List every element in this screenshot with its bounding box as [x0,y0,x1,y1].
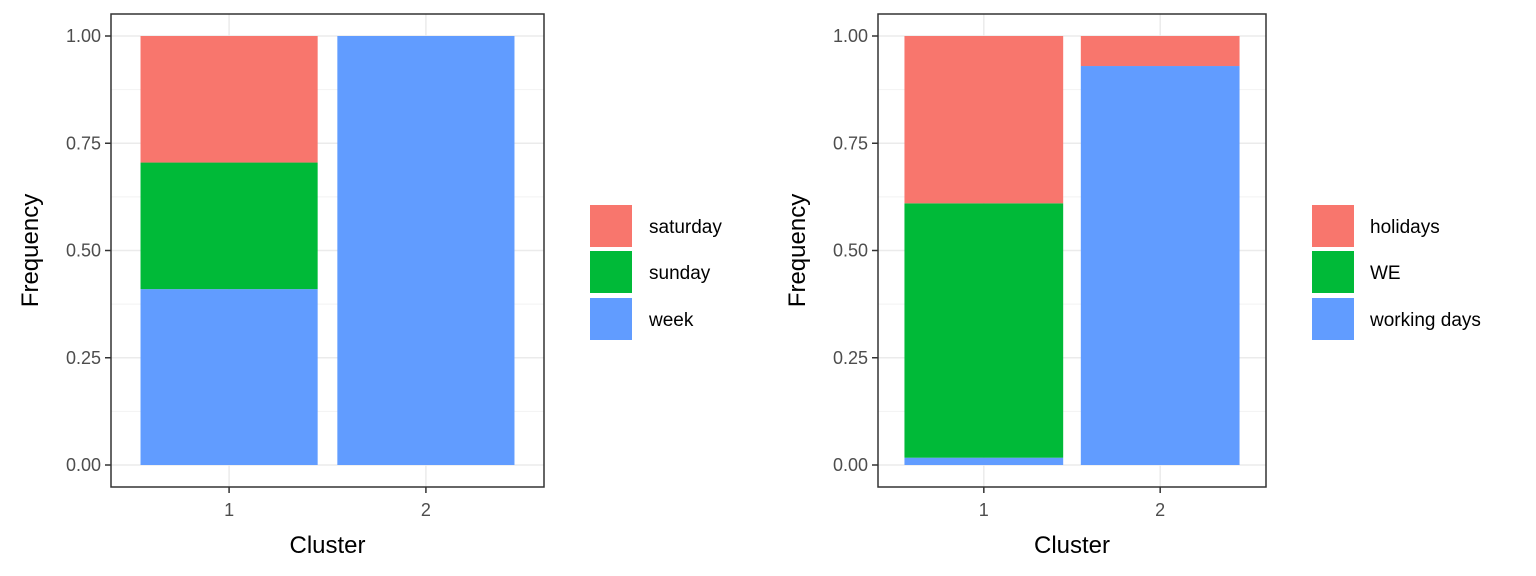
bar-week-cluster-2 [337,36,515,465]
legend-key-week [590,298,632,340]
chart-right: 0.00 0.25 0.50 0.75 1.00 1 2 Cluster Frequency ho… [784,13,1481,559]
y-tick-label: 0.00 [66,455,101,475]
y-tick-label: 0.50 [833,241,868,261]
y-tick-label: 0.00 [833,455,868,475]
x-tick-label: 1 [224,500,234,520]
legend-key-we [1312,251,1354,293]
chart-left: 0.00 0.25 0.50 0.75 1.00 1 2 Cluster Frequency sa… [17,13,722,559]
legend-label-sunday: sunday [649,263,711,284]
x-axis-title: Cluster [289,532,365,559]
x-axis-title: Cluster [1034,532,1110,559]
y-axis-title: Frequency [17,194,44,307]
bar-sunday-cluster-1 [140,162,318,290]
legend-label-saturday: saturday [649,217,722,238]
legend-key-saturday [590,205,632,247]
legend-label-week: week [648,310,694,331]
bar-we-cluster-1 [904,203,1064,458]
x-tick-label: 1 [979,500,989,520]
x-tick-label: 2 [421,500,431,520]
y-tick-label: 0.25 [833,348,868,368]
legend-key-working-days [1312,298,1354,340]
legend-key-sunday [590,251,632,293]
y-tick-label: 0.75 [66,133,101,153]
legend-key-holidays [1312,205,1354,247]
y-tick-label: 1.00 [66,26,101,46]
y-tick-label: 1.00 [833,26,868,46]
legend-label-we: WE [1370,263,1401,284]
legend-label-working-days: working days [1369,310,1481,331]
y-axis-title: Frequency [784,194,811,307]
y-tick-label: 0.75 [833,133,868,153]
legend: saturday sunday week [590,205,722,340]
bar-working-days-cluster-1 [904,457,1064,465]
bar-saturday-cluster-1 [140,36,318,163]
y-tick-label: 0.25 [66,348,101,368]
x-tick-label: 2 [1155,500,1165,520]
legend: holidays WE working days [1312,205,1481,340]
bar-holidays-cluster-2 [1080,36,1240,67]
bar-holidays-cluster-1 [904,36,1064,204]
bar-working-days-cluster-2 [1080,66,1240,465]
legend-label-holidays: holidays [1370,217,1440,238]
bar-week-cluster-1 [140,289,318,465]
y-tick-label: 0.50 [66,241,101,261]
